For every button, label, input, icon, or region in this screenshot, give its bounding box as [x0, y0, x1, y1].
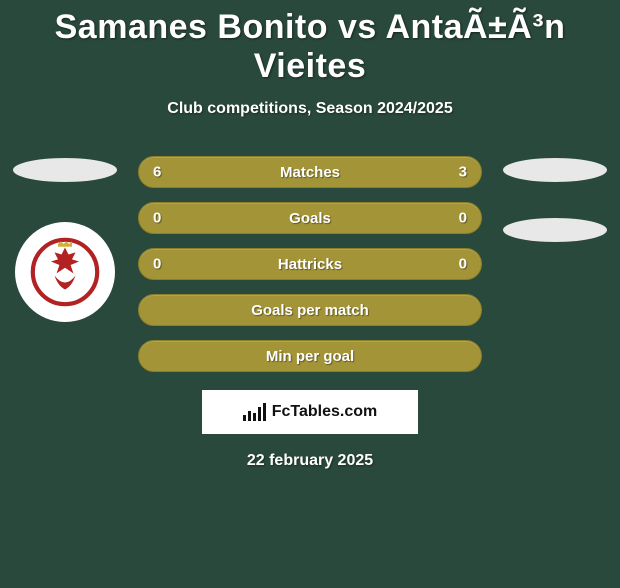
date-label: 22 february 2025: [0, 452, 620, 470]
stat-left-value: 6: [153, 164, 161, 181]
source-logo-text: FcTables.com: [272, 403, 378, 421]
stat-left-value: 0: [153, 256, 161, 273]
stat-right-value: 3: [459, 164, 467, 181]
club-badge-left: [15, 222, 115, 322]
stat-row-goals: 0 Goals 0: [138, 202, 482, 234]
player-photo-placeholder: [13, 158, 117, 182]
source-logo: FcTables.com: [202, 390, 418, 434]
player-photo-placeholder: [503, 158, 607, 182]
stat-rows: 6 Matches 3 0 Goals 0 0 Hattricks 0 Goal…: [138, 156, 482, 372]
club-badge-placeholder: [503, 218, 607, 242]
stat-label: Goals per match: [251, 302, 369, 319]
left-player-col: [10, 156, 120, 372]
stat-row-hattricks: 0 Hattricks 0: [138, 248, 482, 280]
right-player-col: [500, 156, 610, 372]
stat-label: Goals: [289, 210, 331, 227]
stat-row-matches: 6 Matches 3: [138, 156, 482, 188]
stat-right-value: 0: [459, 210, 467, 227]
stat-label: Min per goal: [266, 348, 354, 365]
stat-right-value: 0: [459, 256, 467, 273]
bar-chart-icon: [243, 403, 266, 421]
stats-area: 6 Matches 3 0 Goals 0 0 Hattricks 0 Goal…: [0, 156, 620, 372]
page-title: Samanes Bonito vs AntaÃ±Ã³n Vieites: [0, 8, 620, 86]
stat-row-goals-per-match: Goals per match: [138, 294, 482, 326]
stat-label: Hattricks: [278, 256, 342, 273]
club-crest-icon: [30, 237, 100, 307]
stat-label: Matches: [280, 164, 340, 181]
stat-row-min-per-goal: Min per goal: [138, 340, 482, 372]
page-subtitle: Club competitions, Season 2024/2025: [0, 100, 620, 118]
stat-left-value: 0: [153, 210, 161, 227]
